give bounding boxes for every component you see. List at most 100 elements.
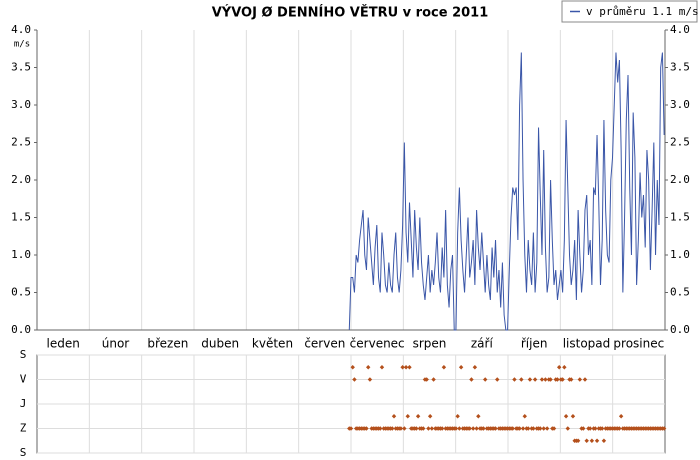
point <box>407 365 412 370</box>
y2-tick-label: 2.0 <box>670 173 690 186</box>
point <box>403 365 409 370</box>
x-tick-label: leden <box>47 337 80 351</box>
x-tick-label: duben <box>201 337 239 351</box>
point <box>352 377 357 382</box>
point <box>429 426 435 431</box>
point <box>472 365 478 370</box>
point <box>426 426 431 431</box>
point <box>522 414 527 419</box>
point <box>538 426 543 431</box>
y-tick-label: J <box>20 397 27 410</box>
y2-tick-label: 0.0 <box>670 323 690 336</box>
point <box>364 426 369 431</box>
point <box>581 426 586 431</box>
point <box>594 438 600 443</box>
point <box>348 426 354 431</box>
point <box>563 414 569 419</box>
y2-tick-label: 3.5 <box>670 61 690 74</box>
point <box>398 426 404 431</box>
point <box>555 377 560 382</box>
y-tick-label: S <box>20 348 27 361</box>
legend-label: v průměru 1.1 m/s <box>586 5 699 18</box>
point <box>517 426 522 431</box>
x-tick-label: září <box>471 337 494 351</box>
point <box>379 365 385 370</box>
point <box>350 365 355 370</box>
point <box>391 414 397 419</box>
x-tick-label: říjen <box>521 337 548 351</box>
point <box>458 365 464 370</box>
point <box>378 426 383 431</box>
point <box>562 365 567 370</box>
x-tick-label: srpen <box>413 337 447 351</box>
point <box>589 438 595 443</box>
point <box>467 426 472 431</box>
point <box>427 414 433 419</box>
point <box>618 414 624 419</box>
point <box>560 377 565 382</box>
x-tick-label: březen <box>147 337 188 351</box>
point <box>527 377 533 382</box>
y-tick-label: S <box>20 446 27 459</box>
y-tick-label: 4.0 <box>11 23 31 36</box>
chart-title: VÝVOJ Ø DENNÍHO VĚTRU v roce 2011 <box>212 5 489 21</box>
point <box>593 426 598 431</box>
point <box>548 377 553 382</box>
point <box>441 365 447 370</box>
point <box>439 426 445 431</box>
point <box>457 426 462 431</box>
point <box>493 426 498 431</box>
point <box>390 426 395 431</box>
x-tick-label: květen <box>252 337 293 351</box>
point <box>481 426 486 431</box>
y-tick-label: 3.5 <box>11 61 31 74</box>
point <box>531 426 536 431</box>
point <box>414 426 419 431</box>
y2-tick-label: 1.5 <box>670 211 690 224</box>
point <box>469 377 474 382</box>
point <box>570 414 576 419</box>
y-tick-label: 2.0 <box>11 173 31 186</box>
point <box>405 414 410 419</box>
y-tick-label: 0.5 <box>11 286 31 299</box>
point <box>569 377 574 382</box>
y-tick-label: V <box>20 373 27 386</box>
point <box>474 426 479 431</box>
point <box>543 377 548 382</box>
y2-tick-label: 3.0 <box>670 98 690 111</box>
x-tick-label: červenec <box>350 337 405 351</box>
point <box>551 426 557 431</box>
y-tick-label: 1.5 <box>11 211 31 224</box>
point <box>532 377 538 382</box>
point <box>476 414 481 419</box>
point <box>565 426 570 431</box>
legend-box <box>561 0 698 23</box>
point <box>512 377 517 382</box>
point <box>661 426 667 431</box>
point <box>587 426 593 431</box>
point <box>402 426 407 431</box>
data-line <box>348 52 665 331</box>
y-tick-label: 0.0 <box>11 323 31 336</box>
point <box>584 438 589 443</box>
y2-tick-label: 4.0 <box>670 23 690 36</box>
y2-tick-label: 2.5 <box>670 136 690 149</box>
point <box>400 365 405 370</box>
point <box>526 426 531 431</box>
point <box>544 426 550 431</box>
x-tick-label: listopad <box>563 337 611 351</box>
point <box>495 377 500 382</box>
point <box>582 377 588 382</box>
point <box>483 377 488 382</box>
point <box>601 438 607 443</box>
point <box>424 377 429 382</box>
point <box>617 426 622 431</box>
legend: v průměru 1.1 m/s <box>561 0 699 23</box>
point <box>575 438 581 443</box>
point <box>366 365 371 370</box>
point <box>600 426 605 431</box>
point <box>455 414 460 419</box>
point <box>453 426 459 431</box>
